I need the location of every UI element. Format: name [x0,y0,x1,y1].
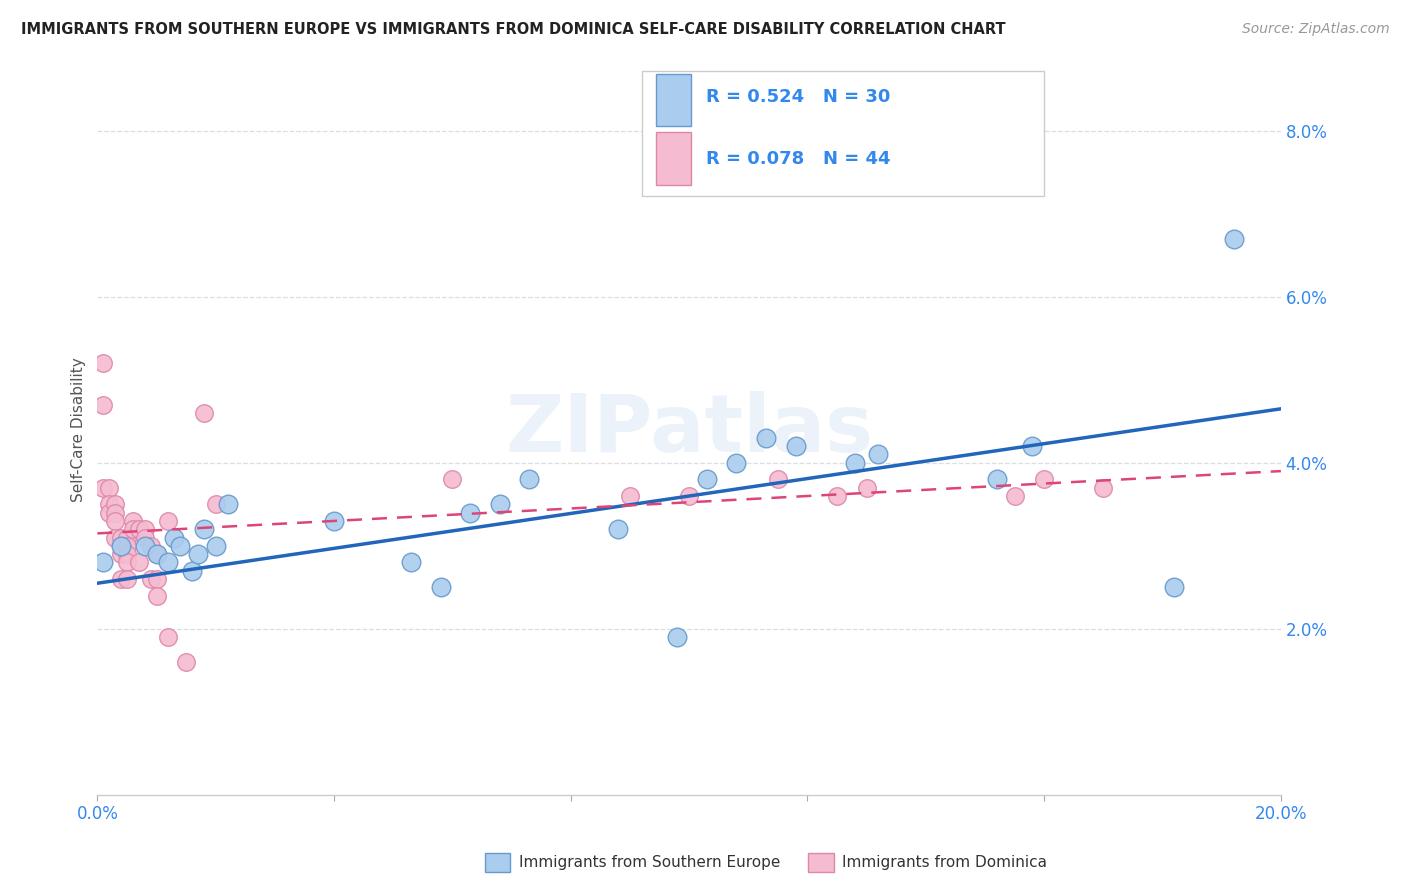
Point [204,497,226,511]
Point [91,356,114,370]
Point [619,489,641,503]
Point [145,547,167,561]
Text: Source: ZipAtlas.com: Source: ZipAtlas.com [1241,22,1389,37]
Point [441,472,464,486]
Point [607,522,630,536]
Point [204,539,226,553]
Point [174,655,197,669]
Point [157,630,180,644]
Point [115,539,138,553]
Point [115,547,138,561]
Point [1092,481,1115,495]
Point [217,497,239,511]
Point [868,448,890,462]
Text: ZIPatlas: ZIPatlas [505,391,873,468]
Point [1004,489,1026,503]
Point [725,456,748,470]
Point [1033,472,1056,486]
Point [145,547,167,561]
Point [163,531,186,545]
Point [91,481,114,495]
Point [134,522,156,536]
Point [1222,231,1244,245]
FancyBboxPatch shape [657,73,692,126]
Point [139,572,162,586]
Point [115,531,138,545]
Point [121,514,143,528]
Point [134,539,156,553]
Point [323,514,346,528]
Point [139,539,162,553]
Point [110,547,132,561]
FancyBboxPatch shape [657,132,692,185]
Point [666,630,689,644]
Text: IMMIGRANTS FROM SOUTHERN EUROPE VS IMMIGRANTS FROM DOMINICA SELF-CARE DISABILITY: IMMIGRANTS FROM SOUTHERN EUROPE VS IMMIG… [21,22,1005,37]
Point [193,522,215,536]
Point [110,531,132,545]
Point [766,472,789,486]
Point [98,481,121,495]
Point [104,506,127,520]
Point [517,472,540,486]
Point [104,531,127,545]
Point [145,589,167,603]
Point [488,497,510,511]
Text: Immigrants from Southern Europe: Immigrants from Southern Europe [519,855,780,870]
Point [98,497,121,511]
FancyBboxPatch shape [641,71,1045,195]
Point [181,564,204,578]
Point [157,556,180,570]
Point [157,514,180,528]
Point [399,556,422,570]
Point [98,506,121,520]
Point [678,489,700,503]
Point [134,531,156,545]
Point [193,406,215,420]
Point [91,556,114,570]
Point [785,439,807,453]
Point [1021,439,1043,453]
Point [110,572,132,586]
Point [121,522,143,536]
Text: R = 0.078   N = 44: R = 0.078 N = 44 [706,150,890,168]
Point [187,547,209,561]
Point [755,431,778,445]
Point [128,522,150,536]
Point [825,489,848,503]
Text: R = 0.524   N = 30: R = 0.524 N = 30 [706,88,890,106]
Point [855,481,877,495]
Point [104,497,127,511]
Point [128,556,150,570]
Point [110,539,132,553]
Point [429,581,451,595]
Point [458,506,481,520]
Point [696,472,718,486]
Point [104,514,127,528]
Point [115,556,138,570]
Y-axis label: Self-Care Disability: Self-Care Disability [72,357,86,502]
Point [115,572,138,586]
Point [91,398,114,412]
Point [1163,581,1185,595]
Point [145,572,167,586]
Point [110,539,132,553]
Point [169,539,191,553]
Text: Immigrants from Dominica: Immigrants from Dominica [842,855,1047,870]
Point [844,456,866,470]
Point [986,472,1008,486]
